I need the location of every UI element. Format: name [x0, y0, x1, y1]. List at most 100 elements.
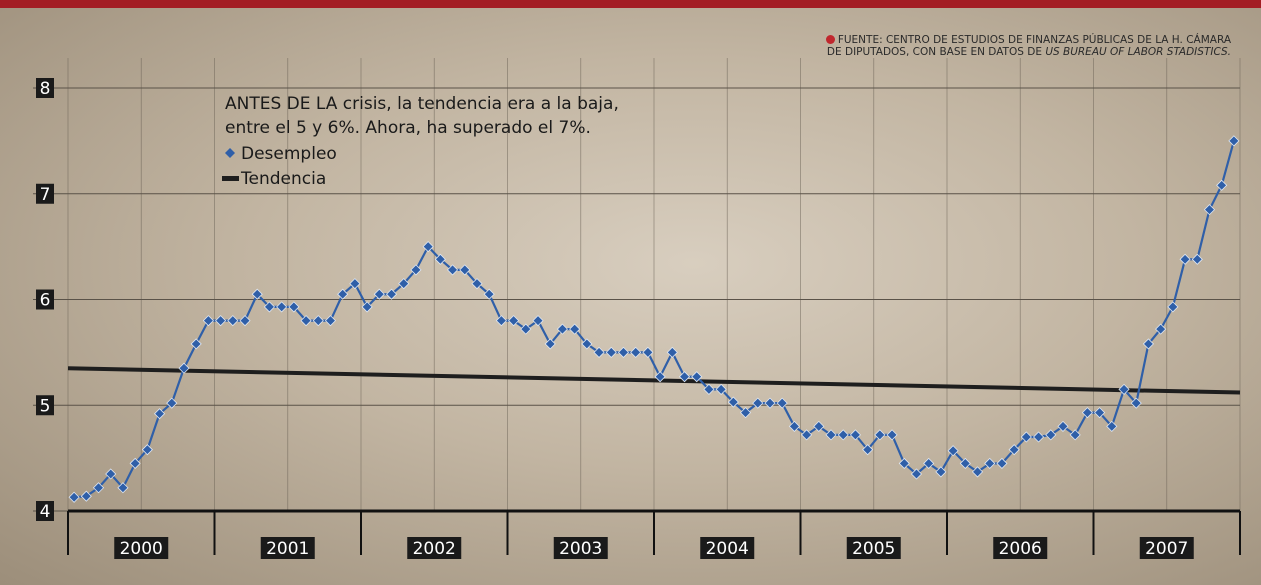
x-tick-label: 2005 — [852, 539, 895, 559]
data-point — [532, 315, 544, 327]
data-point — [361, 301, 373, 313]
x-tick-label: 2002 — [413, 539, 456, 559]
y-tick-label: 5 — [40, 396, 51, 416]
y-tick-label: 4 — [40, 502, 51, 522]
data-point — [1191, 253, 1203, 265]
data-point — [1179, 253, 1191, 265]
data-point — [276, 301, 288, 313]
data-point — [910, 468, 923, 480]
source-text: DE DIPUTADOS, CON BASE EN DATOS DE — [826, 46, 1042, 58]
source-line: DE DIPUTADOS, CON BASE EN DATOS DE US BU… — [826, 46, 1231, 58]
data-point — [776, 397, 788, 409]
year-box — [1139, 537, 1194, 559]
data-point — [886, 429, 898, 441]
data-point — [764, 397, 776, 409]
data-point — [117, 482, 129, 494]
source-icon — [825, 35, 835, 44]
y-tick-box — [36, 395, 54, 416]
data-point — [410, 264, 422, 276]
data-point — [715, 383, 727, 395]
data-point — [898, 457, 910, 469]
legend-marker — [222, 176, 239, 181]
source-text: FUENTE: CENTRO DE ESTUDIOS DE FINANZAS P… — [837, 34, 1231, 46]
data-point — [874, 429, 886, 441]
data-point — [324, 315, 337, 327]
year-box — [846, 537, 901, 559]
data-point — [190, 338, 202, 350]
data-point — [471, 278, 483, 290]
y-tick-box — [36, 289, 54, 310]
data-point — [813, 420, 825, 432]
data-point — [288, 301, 300, 313]
data-point — [251, 288, 263, 300]
data-point — [398, 278, 410, 290]
legend-label: Tendencia — [240, 169, 326, 189]
data-point — [178, 362, 190, 374]
data-point — [1203, 204, 1216, 216]
x-tick-label: 2001 — [266, 539, 309, 559]
data-point — [691, 371, 703, 383]
data-point — [593, 346, 605, 358]
data-point — [166, 397, 178, 409]
legend-label: Desempleo — [241, 144, 337, 164]
data-point — [996, 457, 1008, 469]
data-point — [105, 468, 117, 480]
data-point — [508, 315, 520, 327]
data-point — [569, 323, 581, 335]
data-point — [239, 315, 251, 327]
data-point — [520, 323, 532, 335]
data-point — [422, 241, 434, 253]
data-point — [263, 301, 276, 313]
data-point — [654, 371, 666, 383]
trend-line — [67, 366, 1241, 395]
data-point — [1008, 444, 1020, 456]
data-point — [1130, 397, 1142, 409]
data-point — [385, 288, 398, 300]
data-point — [483, 288, 495, 300]
year-box — [553, 537, 608, 559]
data-point — [642, 346, 654, 358]
x-tick-label: 2007 — [1145, 539, 1188, 559]
data-point — [141, 444, 153, 456]
data-point — [556, 323, 569, 335]
year-box — [407, 537, 462, 559]
data-point — [202, 315, 214, 327]
y-tick-label: 6 — [40, 291, 51, 311]
data-point — [801, 429, 813, 441]
data-point — [788, 420, 800, 432]
data-point — [617, 346, 630, 358]
y-tick-box — [36, 183, 54, 204]
data-point — [605, 346, 617, 358]
year-box — [700, 537, 755, 559]
data-point — [935, 466, 947, 478]
annotation: entre el 5 y 6%. Ahora, ha superado el 7… — [225, 118, 591, 138]
data-point — [1032, 431, 1045, 443]
data-point — [300, 315, 312, 327]
data-point — [544, 338, 556, 350]
data-point — [947, 445, 959, 457]
data-point — [752, 397, 764, 409]
annotation: ANTES DE LA crisis, la tendencia era a l… — [225, 94, 619, 114]
y-tick-box — [36, 501, 54, 521]
data-point — [215, 315, 227, 327]
data-point — [153, 408, 166, 420]
year-box — [114, 537, 169, 559]
data-point — [1094, 407, 1106, 419]
y-tick-box — [36, 78, 54, 98]
x-tick-label: 2003 — [559, 539, 602, 559]
data-point — [984, 457, 996, 469]
data-point — [434, 253, 446, 265]
data-point — [337, 288, 349, 300]
data-point — [678, 371, 691, 383]
year-box — [260, 537, 315, 559]
data-point — [1216, 179, 1228, 191]
data-point — [849, 429, 862, 441]
data-point — [1057, 420, 1069, 432]
data-point — [349, 278, 361, 290]
data-point — [862, 444, 874, 456]
x-tick-label: 2006 — [999, 539, 1042, 559]
data-point — [630, 346, 642, 358]
data-point — [1020, 431, 1032, 443]
